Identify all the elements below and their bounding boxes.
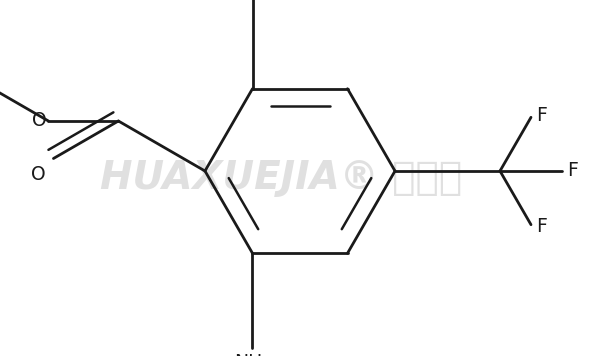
Text: F: F [536, 106, 547, 125]
Text: NH₂: NH₂ [235, 353, 270, 356]
Text: F: F [567, 162, 578, 180]
Text: HUAXUEJIA® 化学加: HUAXUEJIA® 化学加 [101, 159, 462, 197]
Text: O: O [31, 164, 46, 183]
Text: F: F [536, 217, 547, 236]
Text: O: O [32, 110, 46, 130]
